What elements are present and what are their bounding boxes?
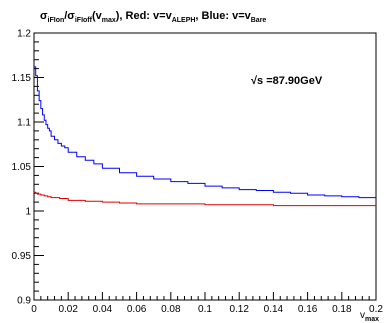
title-subscript: ALEPH [172,17,196,24]
x-tick-label: 0.08 [161,304,181,315]
title-segment: σ [40,10,48,22]
x-axis-label: vmax [360,310,379,323]
title-segment: (v [92,10,103,22]
y-tick-label: 0.9 [17,296,31,307]
energy-annotation: √s =87.90GeV [251,75,323,87]
x-tick-label: 0.06 [127,304,147,315]
y-tick-label: 0.95 [12,251,32,262]
x-tick-label: 0 [31,304,37,315]
y-tick-label: 1.15 [12,73,32,84]
title-subscript: Bare [251,17,267,24]
x-tick-label: 0.12 [229,304,249,315]
title-segment: ), Red: v=v [116,10,173,22]
x-tick-label: 0.1 [198,304,212,315]
chart-title: σiFIon/σiFIoff(vmax), Red: v=vALEPH, Blu… [40,10,266,24]
x-tick-label: 0.2 [369,304,383,315]
plot-frame [33,32,377,301]
y-tick-label: 1.1 [17,118,31,129]
y-tick-label: 1.05 [12,162,32,173]
title-subscript: iFIon [48,17,65,24]
y-tick-label: 1 [25,207,31,218]
x-tick-label: 0.14 [264,304,284,315]
title-segment: /σ [64,10,75,22]
x-tick-label: 0.18 [332,304,352,315]
x-axis-label-sub: max [365,316,379,323]
title-subscript: iFIoff [75,17,93,24]
x-axis-label-main: v [360,310,365,321]
y-tick-label: 1.2 [17,29,31,40]
x-tick-label: 0.02 [58,304,78,315]
axes-group: 0 0.02 0.04 0.06 0.08 0.1 0.12 0.14 0.16 0.18 0.2 0… [12,29,384,316]
series-line-1 [34,66,376,199]
title-segment: , Blue: v=v [195,10,251,22]
series-line-2 [34,191,376,207]
x-tick-label: 0.16 [298,304,318,315]
x-tick-label: 0.04 [93,304,113,315]
title-subscript: max [102,17,116,24]
series-layer [34,66,376,207]
